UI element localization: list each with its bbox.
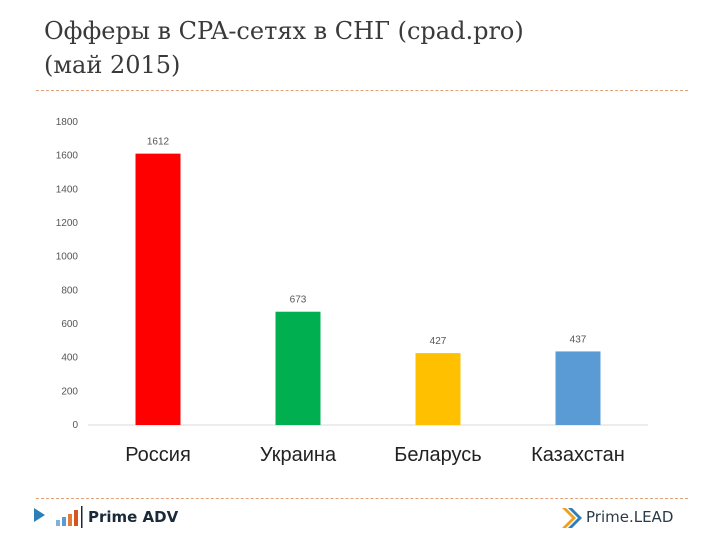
bar-4 xyxy=(555,351,601,425)
bar-chart: 0 200 400 600 800 1000 1200 1400 1600 1800 1612 Рос… xyxy=(56,117,648,466)
data-label: 1612 xyxy=(147,137,170,148)
y-tick-label: 1400 xyxy=(56,184,79,195)
bar-1 xyxy=(135,153,181,425)
slide-title: Офферы в CPA-сетях в СНГ (cpad.pro) (май… xyxy=(44,14,684,82)
primelead-chevron-icon xyxy=(562,508,582,528)
y-tick-label: 600 xyxy=(61,319,78,330)
y-tick-label: 200 xyxy=(61,386,78,397)
top-divider xyxy=(36,90,688,91)
y-tick-label: 800 xyxy=(61,285,78,296)
data-label: 437 xyxy=(570,334,587,345)
y-tick-label: 1600 xyxy=(56,151,79,162)
title-line-2: (май 2015) xyxy=(44,51,181,79)
data-label: 673 xyxy=(290,295,307,306)
y-tick-label: 1800 xyxy=(56,117,79,128)
category-label: Казахстан xyxy=(531,444,625,466)
bottom-divider xyxy=(36,498,688,499)
category-label: Россия xyxy=(125,444,191,466)
y-tick-label: 1000 xyxy=(56,252,79,263)
prime-adv-bars-icon xyxy=(56,506,83,528)
title-line-1: Офферы в CPA-сетях в СНГ (cpad.pro) xyxy=(44,17,524,45)
bar-2 xyxy=(275,311,321,425)
category-label: Беларусь xyxy=(394,444,481,466)
prime-adv-logo-text: Prime ADV xyxy=(88,508,179,526)
y-tick-label: 1200 xyxy=(56,218,79,229)
primelead-logo-text: Prime.LEAD xyxy=(586,508,674,526)
y-tick-label: 400 xyxy=(61,353,78,364)
play-arrow-icon xyxy=(34,508,45,522)
category-label: Украина xyxy=(260,444,337,466)
data-label: 427 xyxy=(430,336,447,347)
bar-3 xyxy=(415,353,461,425)
y-tick-label: 0 xyxy=(72,420,78,431)
